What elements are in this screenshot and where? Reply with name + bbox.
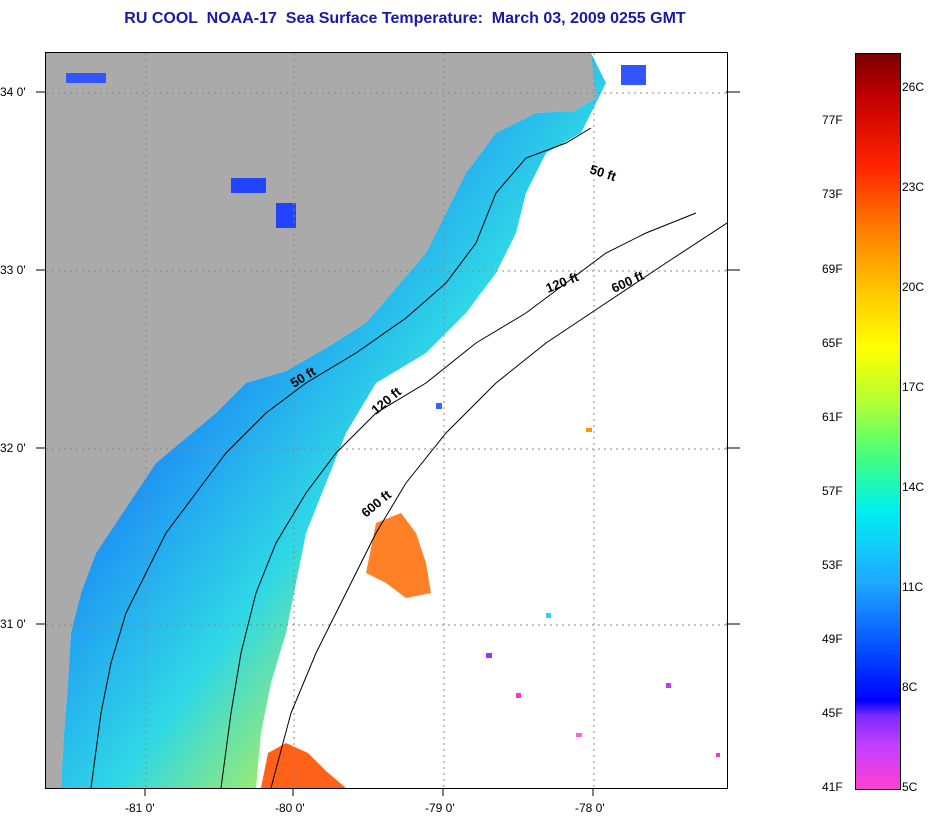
lon-label-78: -78 0' [575,801,605,815]
colorbar-f-41: 41F [822,780,843,794]
lon-label-79: -79 0' [425,801,455,815]
colorbar-c-17: 17C [902,380,925,394]
colorbar-f-73: 73F [822,187,843,201]
sst-warm-patch [366,513,431,598]
graticule [46,53,727,788]
colorbar-f-53: 53F [822,558,843,572]
sst-scatter-pixels [66,65,720,757]
colorbar-f-69: 69F [822,262,843,276]
colorbar-f-57: 57F [822,484,843,498]
colorbar-c-5: 5C [902,780,918,794]
colorbar-f-65: 65F [822,336,843,350]
colorbar-c-23: 23C [902,180,925,194]
colorbar-c-8: 8C [902,680,918,694]
colorbar-f-45: 45F [822,706,843,720]
sst-water-coastal [61,53,606,788]
land-mass [46,53,596,788]
colorbar-c-20: 20C [902,280,925,294]
lon-label-80: -80 0' [275,801,305,815]
lon-label-81: -81 0' [125,801,155,815]
sst-map-canvas: 50 ft 120 ft 600 ft 50 ft 120 ft 600 ft [46,53,727,788]
colorbar-f-61: 61F [822,410,843,424]
lat-label-32: 32 0' [0,441,26,455]
lat-label-31: 31 0' [0,617,26,631]
colorbar-c-26: 26C [902,80,925,94]
colorbar-f-77: 77F [822,113,843,127]
contour-50ft [90,127,592,788]
lat-label-33: 33 0' [0,263,26,277]
sst-map[interactable]: 50 ft 120 ft 600 ft 50 ft 120 ft 600 ft [45,52,728,789]
sst-warm-band [261,743,346,788]
bathymetry-contours [90,127,727,788]
colorbar [855,53,901,790]
axis-ticks [36,91,740,796]
colorbar-f-49: 49F [822,632,843,646]
contour-120ft [220,212,697,788]
lat-label-34: 34 0' [0,85,26,99]
colorbar-c-14: 14C [902,480,925,494]
contour-600ft [270,222,727,788]
map-title: RU COOL NOAA-17 Sea Surface Temperature:… [124,10,686,27]
colorbar-c-11: 11C [902,580,924,594]
